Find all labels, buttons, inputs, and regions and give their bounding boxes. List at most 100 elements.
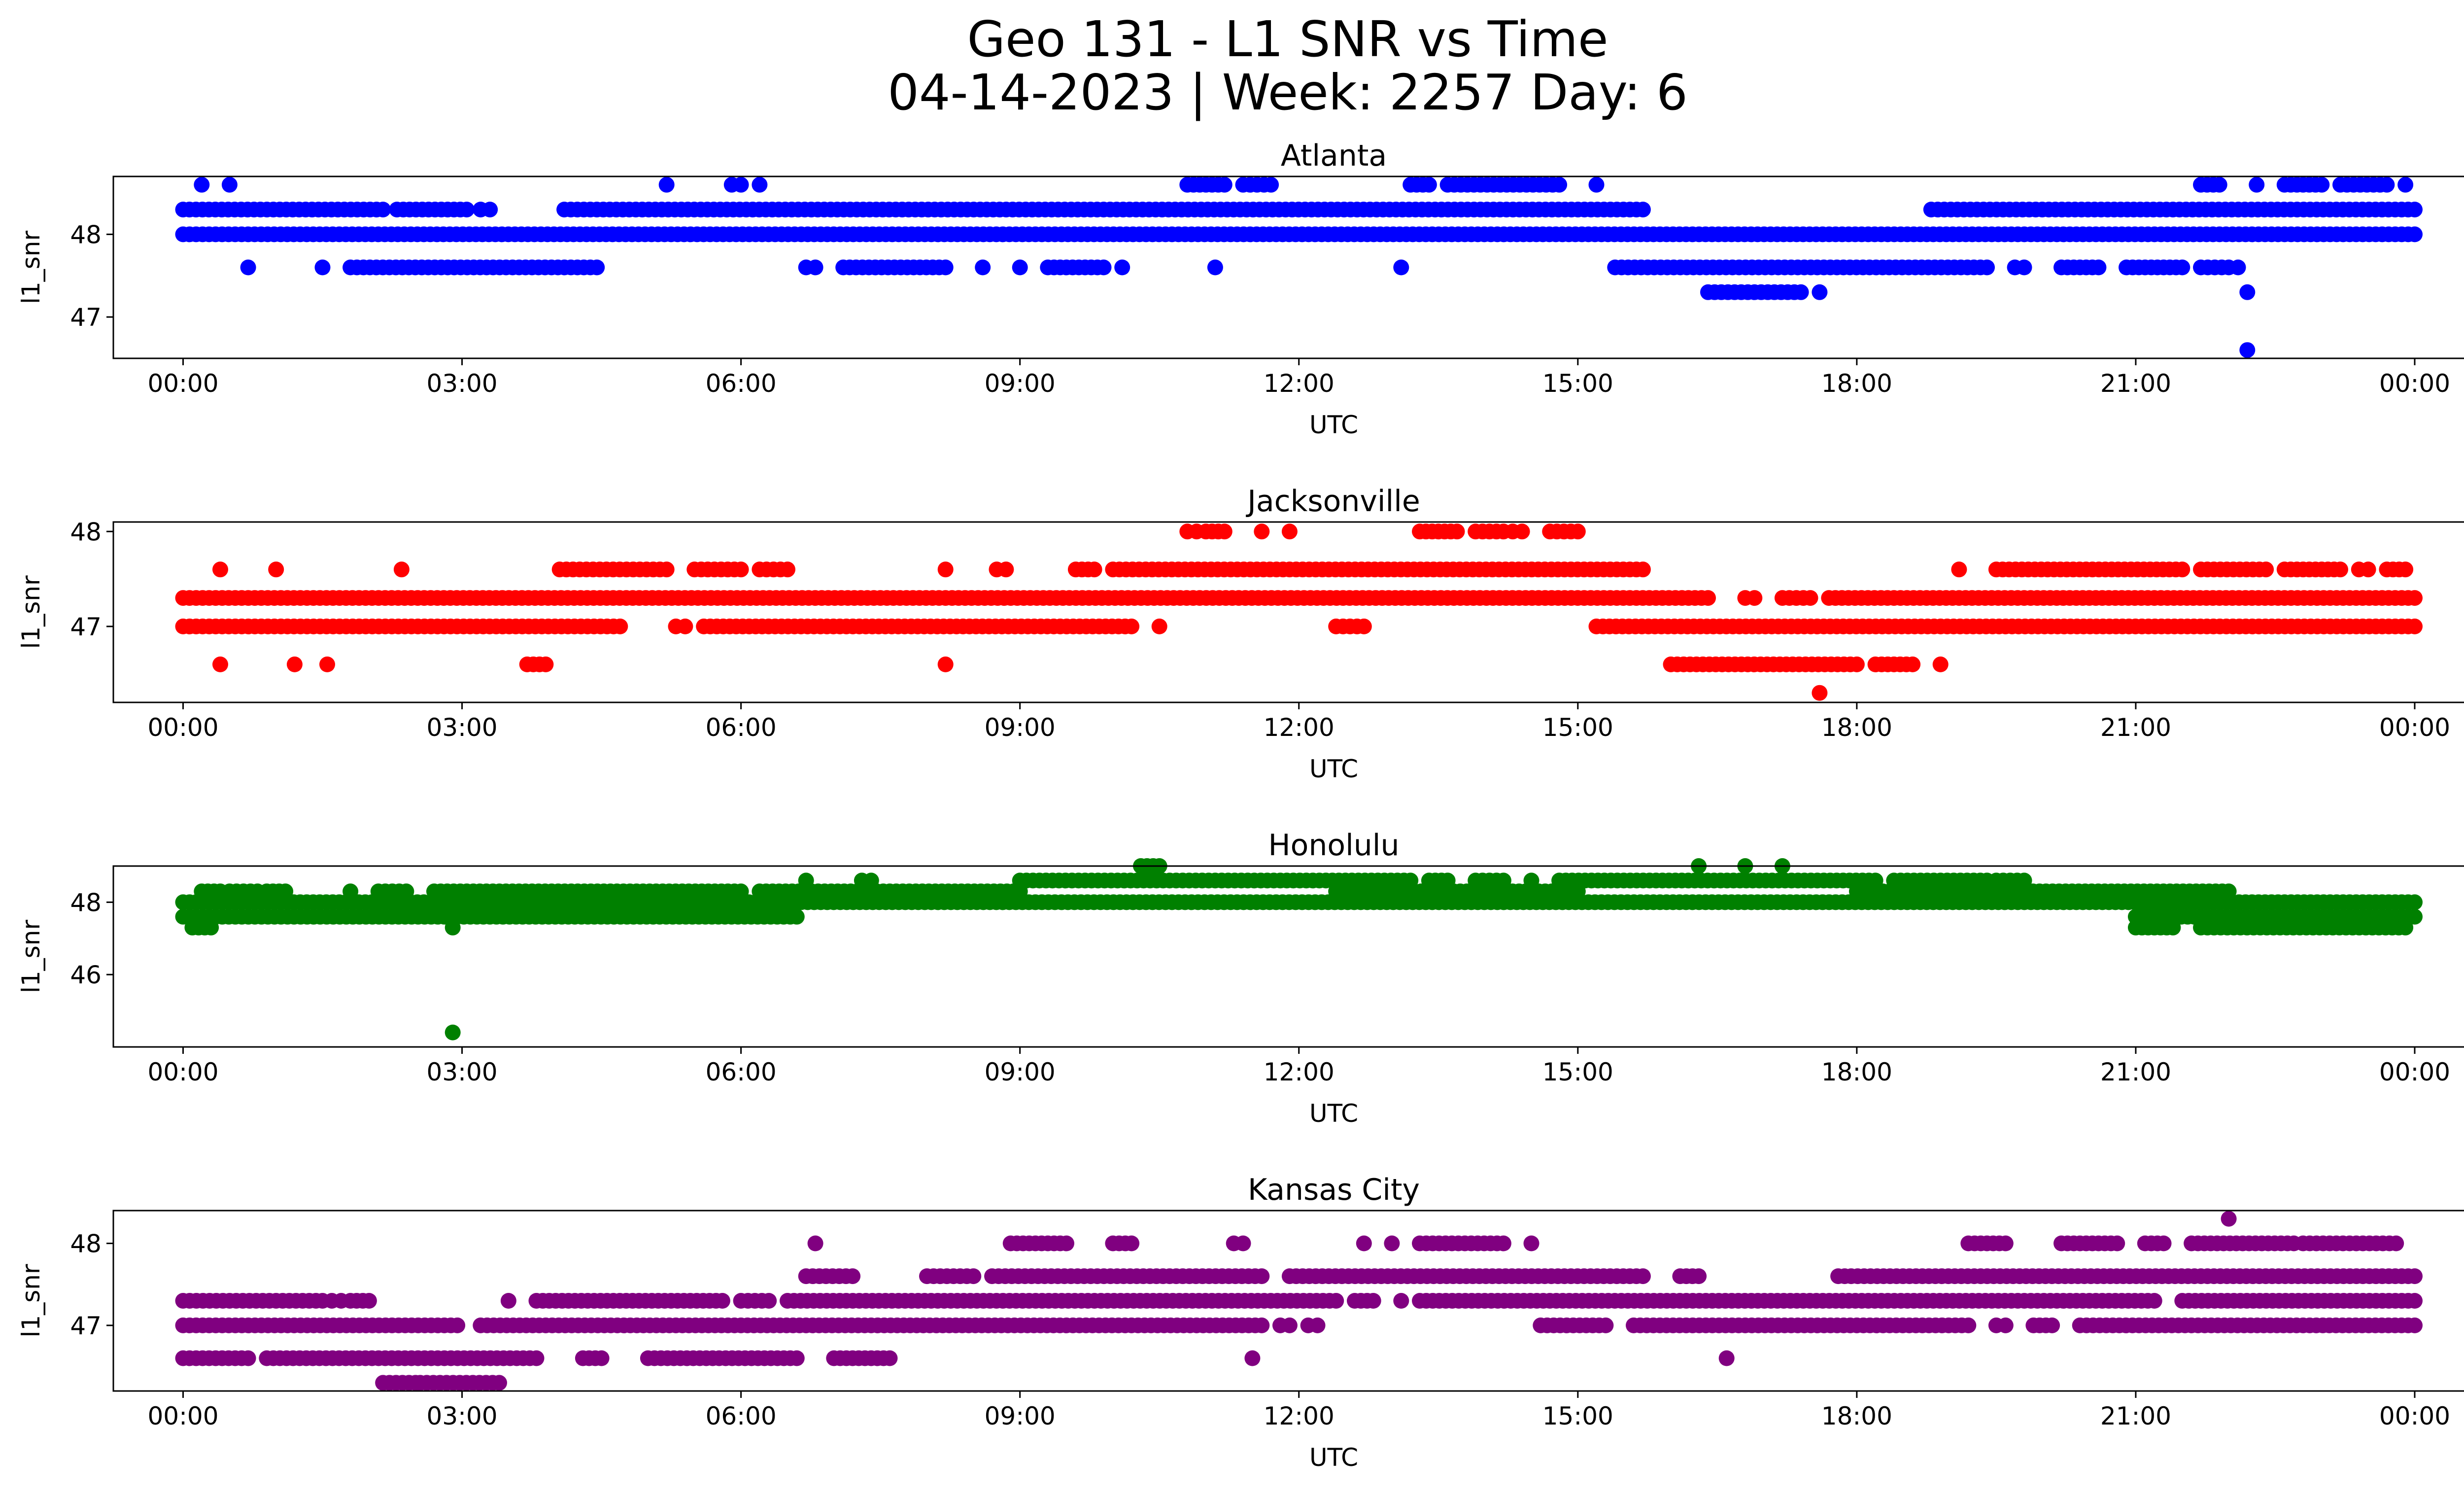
data-point (2165, 919, 2181, 936)
data-point (1124, 1235, 1140, 1252)
data-point (937, 656, 954, 672)
data-point (2314, 176, 2330, 193)
data-point (2230, 259, 2246, 276)
x-tick-label: 00:00 (147, 713, 218, 742)
data-point (2397, 561, 2414, 578)
subplot-kansas-city: Kansas City 00:00 03:00 06:00 09:00 12:00 15:0… (17, 1173, 2464, 1472)
x-tick-label: 21:00 (2100, 1058, 2171, 1086)
data-point (1793, 284, 1809, 300)
x-tick-label: 21:00 (2100, 1402, 2171, 1430)
data-point (2360, 561, 2376, 578)
data-point (882, 1350, 898, 1366)
data-point (589, 259, 605, 276)
y-tick-label: 47 (70, 1312, 102, 1340)
data-point (1932, 656, 1949, 672)
data-point (1848, 656, 1865, 672)
data-point (1384, 1235, 1400, 1252)
data-point (1328, 1293, 1344, 1309)
data-point (733, 883, 749, 900)
data-point (733, 176, 749, 193)
x-tick-label: 12:00 (1264, 369, 1335, 398)
data-point (1449, 523, 1465, 540)
data-point (2239, 284, 2256, 300)
data-point (1951, 561, 1967, 578)
y-tick-label: 48 (70, 1230, 102, 1258)
data-point (2407, 202, 2423, 218)
data-point (1523, 872, 1540, 889)
data-point (1867, 872, 1883, 889)
data-point (221, 176, 238, 193)
x-tick-label: 03:00 (427, 369, 498, 398)
data-point (2211, 176, 2227, 193)
data-point (482, 202, 498, 218)
data-point (1393, 1293, 1409, 1309)
data-point (2397, 919, 2414, 936)
data-point (268, 561, 284, 578)
data-point (1114, 259, 1130, 276)
x-tick-label: 00:00 (2379, 713, 2450, 742)
data-point (965, 1268, 982, 1285)
data-point (375, 202, 391, 218)
data-point (807, 259, 823, 276)
x-tick-label: 12:00 (1264, 1058, 1335, 1086)
data-point (733, 561, 749, 578)
x-tick-label: 12:00 (1264, 1402, 1335, 1430)
data-point (1514, 523, 1530, 540)
data-points (175, 523, 2423, 701)
x-tick-label: 12:00 (1264, 713, 1335, 742)
y-axis-label: l1_snr (17, 1264, 45, 1337)
data-point (1403, 872, 1419, 889)
data-point (286, 656, 303, 672)
data-point (445, 919, 461, 936)
data-point (2016, 259, 2032, 276)
data-point (445, 1024, 461, 1041)
x-tick-label: 00:00 (147, 1402, 218, 1430)
data-points (175, 176, 2423, 358)
subplot-honolulu: Honolulu 00:00 03:00 06:00 09:00 12:00 15:00 18… (17, 828, 2464, 1128)
data-point (1216, 523, 1232, 540)
data-point (1365, 1293, 1381, 1309)
data-point (240, 1350, 256, 1366)
data-point (2044, 1317, 2060, 1333)
x-tick-label: 15:00 (1542, 713, 1613, 742)
data-point (2249, 176, 2265, 193)
data-point (1439, 872, 1456, 889)
axes-frame (112, 1210, 2464, 1392)
data-point (1979, 259, 1995, 276)
data-point (449, 1317, 466, 1333)
subplot-title: Atlanta (1281, 139, 1387, 173)
data-point (361, 1293, 377, 1309)
data-point (1598, 1317, 1614, 1333)
data-point (1960, 1317, 1977, 1333)
data-point (1551, 176, 1568, 193)
data-point (240, 259, 256, 276)
data-point (1095, 259, 1112, 276)
data-point (998, 561, 1014, 578)
x-tick-label: 21:00 (2100, 713, 2171, 742)
data-point (1700, 590, 1716, 606)
data-point (975, 259, 991, 276)
data-point (1495, 1235, 1511, 1252)
data-point (528, 1350, 545, 1366)
axes-frame (112, 865, 2464, 1048)
data-point (2379, 176, 2395, 193)
x-axis-label: UTC (1309, 1443, 1358, 1472)
x-tick-label: 15:00 (1542, 1058, 1613, 1086)
data-point (342, 883, 359, 900)
data-point (1570, 523, 1586, 540)
y-axis-label: l1_snr (17, 920, 45, 993)
data-point (2221, 1211, 2237, 1227)
data-point (1244, 1350, 1261, 1366)
data-point (658, 561, 675, 578)
data-point (1254, 523, 1270, 540)
x-tick-label: 00:00 (147, 369, 218, 398)
data-point (398, 883, 414, 900)
data-point (1281, 1317, 1298, 1333)
data-point (1635, 1268, 1651, 1285)
x-tick-label: 00:00 (147, 1058, 218, 1086)
data-point (1421, 176, 1437, 193)
data-point (2407, 1317, 2423, 1333)
data-point (2407, 226, 2423, 243)
